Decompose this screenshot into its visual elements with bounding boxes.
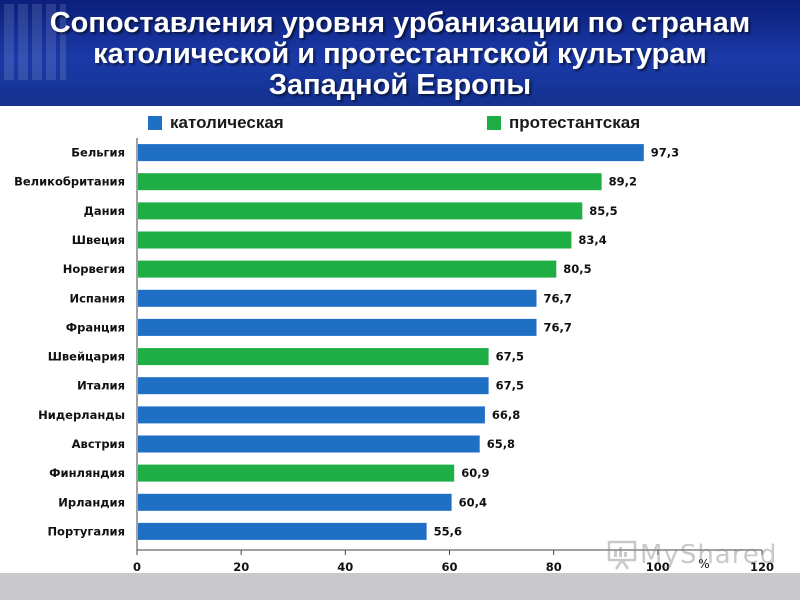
bar-9	[138, 377, 489, 395]
category-label-14: Португалия	[47, 524, 125, 538]
chart-title-line-3: Западной Европы	[268, 69, 532, 101]
chart-title: Сопоставления уровня урбанизации по стра…	[0, 8, 800, 101]
bar-5	[138, 260, 557, 278]
x-tick-label-5: 80	[546, 560, 562, 574]
category-label-12: Финляндия	[49, 466, 125, 480]
legend-swatch-catholic	[148, 116, 162, 130]
value-label-10: 66,8	[492, 408, 520, 422]
bar-8	[138, 348, 489, 366]
value-label-6: 76,7	[544, 291, 572, 305]
legend-item-catholic: католическая	[148, 113, 284, 133]
category-label-2: Великобритания	[14, 175, 125, 189]
value-label-3: 85,5	[589, 204, 617, 218]
category-label-6: Испания	[69, 291, 125, 305]
category-label-1: Бельгия	[71, 146, 125, 160]
title-banner: Сопоставления уровня урбанизации по стра…	[0, 0, 800, 106]
legend-label-catholic: католическая	[170, 113, 284, 132]
value-label-9: 67,5	[496, 379, 524, 393]
category-label-8: Швейцария	[48, 350, 125, 364]
category-label-4: Швеция	[72, 233, 125, 247]
banner-decoration	[4, 4, 66, 80]
value-label-12: 60,9	[461, 466, 489, 480]
bar-11	[138, 435, 480, 453]
chart-title-line-1: Сопоставления уровня урбанизации по стра…	[49, 7, 751, 39]
category-label-9: Италия	[77, 379, 125, 393]
bar-14	[138, 522, 427, 540]
category-label-13: Ирландия	[58, 495, 125, 509]
presentation-board-icon	[607, 540, 637, 570]
bar-2	[138, 173, 602, 191]
chart-title-line-2: католической и протестантской культурам	[93, 38, 707, 70]
value-label-2: 89,2	[609, 175, 637, 189]
footer-band	[0, 573, 800, 600]
value-label-7: 76,7	[544, 320, 572, 334]
legend-label-protestant: протестантская	[509, 113, 641, 132]
x-tick-label-2: 20	[233, 560, 249, 574]
bar-4	[138, 231, 572, 249]
bar-12	[138, 464, 455, 482]
category-label-7: Франция	[66, 320, 125, 334]
x-tick-label-3: 40	[337, 560, 353, 574]
bar-10	[138, 406, 485, 424]
category-label-5: Норвегия	[63, 262, 125, 276]
bar-3	[138, 202, 583, 220]
value-label-1: 97,3	[651, 146, 679, 160]
value-label-8: 67,5	[496, 350, 524, 364]
bar-7	[138, 318, 537, 336]
x-tick-label-7: 120	[750, 560, 774, 574]
bar-13	[138, 493, 452, 511]
category-label-3: Дания	[84, 204, 125, 218]
watermark-text: MyShared	[640, 540, 778, 570]
bar-6	[138, 289, 537, 307]
category-label-11: Австрия	[72, 437, 125, 451]
watermark: MyShared	[606, 538, 777, 572]
value-label-13: 60,4	[459, 495, 487, 509]
legend-swatch-protestant	[487, 116, 501, 130]
value-label-4: 83,4	[578, 233, 606, 247]
category-label-10: Нидерланды	[38, 408, 125, 422]
x-tick-label-6: 100	[646, 560, 670, 574]
x-tick-label-1: 0	[133, 560, 141, 574]
chart-legend: католическая протестантская	[0, 113, 800, 135]
bar-1	[138, 144, 644, 162]
value-label-14: 55,6	[434, 524, 462, 538]
value-label-5: 80,5	[563, 262, 591, 276]
x-tick-label-4: 60	[441, 560, 457, 574]
legend-item-protestant: протестантская	[487, 113, 640, 133]
value-label-11: 65,8	[487, 437, 515, 451]
x-unit-label: %	[698, 557, 709, 571]
